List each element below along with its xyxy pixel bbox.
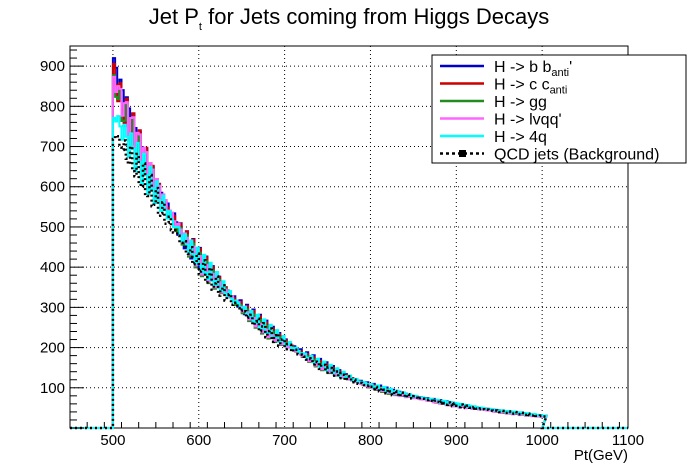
legend-marker: [459, 150, 466, 157]
y-tick-label: 100: [40, 380, 65, 397]
chart-title-sub: t: [199, 21, 202, 33]
x-tick-label: 1000: [525, 432, 558, 449]
x-tick-label: 1100: [612, 432, 644, 449]
y-tick-label: 300: [40, 299, 65, 316]
axes: 500 600 700 800 900 1000 1100 100 200 300 400 500 60…: [40, 49, 644, 449]
x-tick-label: 500: [100, 432, 125, 449]
legend-label: H -> lvqq': [494, 112, 562, 129]
chart-title-rest: for Jets coming from Higgs Decays: [202, 4, 549, 29]
y-tick-label: 600: [40, 179, 65, 196]
y-tick-label: 700: [40, 139, 65, 156]
x-tick-label: 600: [186, 432, 211, 449]
series-line: [70, 134, 628, 430]
y-tick-label: 200: [40, 340, 65, 357]
y-tick-label: 400: [40, 259, 65, 276]
y-tick-label: 900: [40, 58, 65, 75]
series-group: [70, 57, 628, 430]
x-tick-label: 800: [358, 432, 383, 449]
plot-frame: [69, 45, 629, 429]
legend-label: QCD jets (Background): [494, 147, 659, 164]
y-tick-label: 500: [40, 219, 65, 236]
x-axis-label: Pt(GeV): [574, 447, 628, 464]
x-tick-label: 900: [444, 432, 469, 449]
legend-label: H -> b banti': [494, 59, 572, 79]
legend-label: H -> gg: [494, 94, 547, 111]
y-tick-label: 800: [40, 98, 65, 115]
chart-title-main: Jet P: [149, 4, 199, 29]
legend-label: H -> c canti: [494, 77, 567, 97]
legend-box: [431, 54, 687, 164]
legend-label: H -> 4q: [494, 129, 547, 146]
series-line: [70, 115, 628, 429]
x-tick-label: 700: [272, 432, 297, 449]
chart-title: Jet Pt for Jets coming from Higgs Decays: [149, 4, 549, 33]
